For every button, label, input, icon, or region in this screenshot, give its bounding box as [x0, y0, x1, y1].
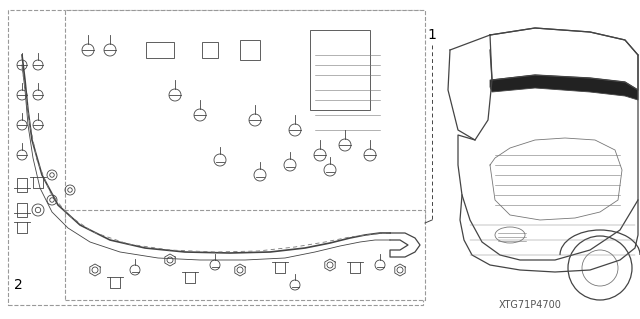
Bar [17, 178, 27, 192]
Text: XTG71P4700: XTG71P4700 [499, 300, 561, 310]
Bar [240, 40, 260, 60]
Polygon shape [490, 75, 638, 100]
Bar [310, 30, 370, 110]
Text: 2: 2 [13, 278, 22, 292]
Bar [17, 203, 27, 217]
Bar [65, 10, 425, 220]
Text: 1: 1 [428, 28, 436, 42]
Bar [202, 42, 218, 58]
Bar [146, 42, 174, 58]
Bar [65, 210, 425, 300]
Bar [8, 10, 423, 305]
